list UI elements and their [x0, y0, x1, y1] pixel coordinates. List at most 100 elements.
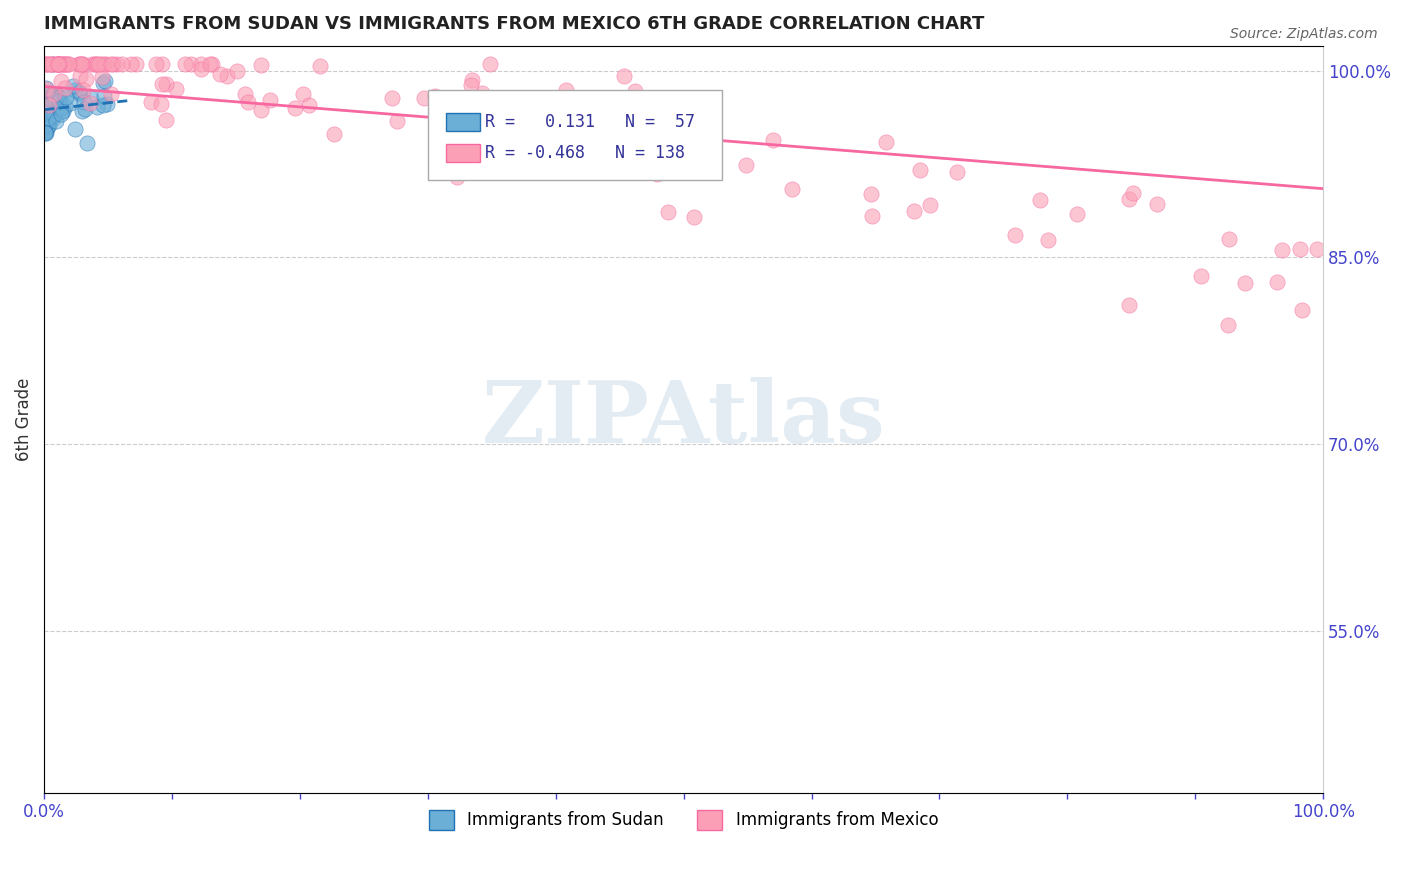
Text: R =   0.131   N =  57: R = 0.131 N = 57: [485, 113, 696, 131]
Point: [610, 162, 633, 177]
Point: [308, 59, 330, 73]
Point: [429, 120, 451, 135]
Point: [412, 91, 434, 105]
Point: [103, 57, 125, 71]
Point: [526, 136, 548, 151]
Point: [1189, 268, 1212, 283]
Point: [56, 57, 79, 71]
Point: [1038, 233, 1060, 247]
Text: R = -0.468   N = 138: R = -0.468 N = 138: [485, 145, 685, 162]
Point: [73, 102, 96, 116]
Point: [69, 69, 91, 83]
Point: [34, 120, 56, 135]
Point: [55, 80, 77, 95]
Point: [292, 87, 315, 101]
Point: [215, 69, 238, 83]
Point: [72, 83, 94, 97]
Point: [1289, 242, 1312, 256]
Point: [39, 57, 62, 71]
Point: [1291, 303, 1313, 318]
Point: [37, 106, 59, 120]
Point: [1216, 318, 1239, 332]
Point: [682, 211, 704, 225]
Point: [734, 158, 756, 172]
Text: Source: ZipAtlas.com: Source: ZipAtlas.com: [1230, 27, 1378, 41]
FancyBboxPatch shape: [446, 113, 481, 131]
Point: [100, 87, 122, 102]
Point: [180, 57, 202, 71]
Point: [150, 57, 173, 71]
Point: [198, 57, 221, 71]
Point: [860, 209, 883, 223]
Point: [860, 187, 883, 202]
Point: [495, 123, 517, 137]
Point: [79, 95, 101, 110]
Point: [250, 103, 273, 117]
Point: [63, 122, 86, 136]
Point: [149, 97, 172, 112]
Point: [1066, 207, 1088, 221]
Point: [53, 57, 76, 71]
Point: [298, 98, 321, 112]
Point: [259, 93, 281, 107]
Point: [910, 163, 932, 178]
Point: [38, 98, 60, 112]
Point: [67, 57, 90, 71]
Point: [49, 57, 72, 71]
Point: [67, 57, 90, 71]
Point: [471, 86, 494, 100]
Point: [39, 92, 62, 106]
Point: [35, 81, 58, 95]
Point: [1271, 244, 1294, 258]
Point: [55, 90, 77, 104]
Point: [49, 101, 72, 115]
Point: [35, 113, 58, 128]
Point: [89, 57, 111, 71]
Point: [62, 78, 84, 93]
Point: [42, 87, 65, 102]
Point: [59, 95, 82, 110]
Point: [1028, 193, 1050, 207]
Point: [37, 119, 59, 133]
Point: [70, 57, 93, 71]
Point: [472, 131, 495, 145]
Point: [70, 103, 93, 118]
Point: [38, 119, 60, 133]
Point: [585, 91, 607, 105]
Point: [39, 88, 62, 103]
Point: [51, 57, 73, 71]
Point: [49, 89, 72, 103]
Point: [35, 124, 58, 138]
Point: [468, 122, 491, 136]
Point: [46, 57, 69, 71]
Point: [35, 57, 58, 71]
Point: [35, 82, 58, 96]
Point: [506, 95, 529, 109]
Point: [76, 136, 98, 151]
Point: [35, 57, 58, 71]
Text: IMMIGRANTS FROM SUDAN VS IMMIGRANTS FROM MEXICO 6TH GRADE CORRELATION CHART: IMMIGRANTS FROM SUDAN VS IMMIGRANTS FROM…: [44, 15, 984, 33]
Point: [91, 70, 114, 84]
Point: [513, 95, 536, 109]
Point: [1118, 192, 1140, 206]
Point: [145, 57, 167, 71]
Point: [546, 101, 568, 115]
Point: [1146, 197, 1168, 211]
Point: [42, 90, 65, 104]
Point: [72, 57, 94, 71]
Point: [46, 90, 69, 104]
Point: [48, 57, 70, 71]
FancyBboxPatch shape: [427, 90, 723, 180]
Point: [37, 117, 59, 131]
Point: [1265, 276, 1288, 290]
Point: [35, 117, 58, 131]
Point: [141, 95, 163, 109]
Point: [125, 57, 148, 71]
Y-axis label: 6th Grade: 6th Grade: [15, 377, 32, 461]
Point: [201, 57, 224, 71]
Point: [34, 99, 56, 113]
Text: ZIPAtlas: ZIPAtlas: [482, 377, 886, 461]
Point: [96, 97, 118, 112]
Point: [34, 125, 56, 139]
Point: [34, 126, 56, 140]
